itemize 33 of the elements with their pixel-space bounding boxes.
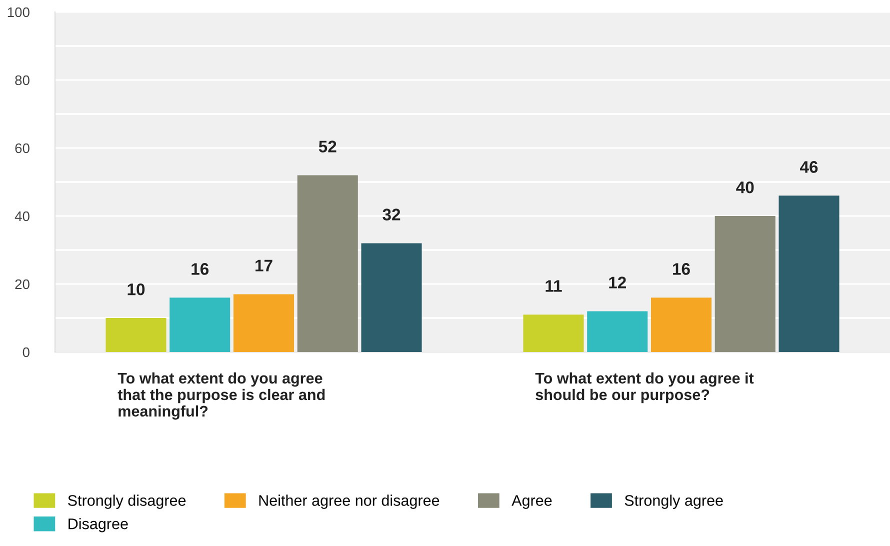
data-label: 40 (736, 181, 754, 194)
y-tick-label: 100 (8, 7, 30, 18)
bar (778, 196, 840, 352)
legend-label: Neither agree nor disagree (259, 494, 440, 509)
data-label: 46 (800, 161, 818, 173)
data-label: 32 (382, 208, 400, 220)
bar (170, 298, 230, 352)
data-label: 52 (318, 140, 336, 152)
legend-label: Agree (512, 495, 552, 509)
bar (233, 294, 294, 352)
data-label: 12 (609, 276, 626, 288)
bar (523, 314, 584, 352)
y-tick-label: 80 (15, 75, 30, 86)
data-label: 10 (128, 283, 145, 296)
y-tick-label: 0 (22, 347, 30, 358)
bar (361, 243, 422, 352)
y-tick-label: 40 (14, 211, 30, 222)
bar (714, 216, 776, 352)
data-label: 11 (546, 280, 562, 292)
x-tick-label: To what extent do you agree that the purpose is clear and meaningful? (118, 372, 325, 420)
legend-label: Strongly disagree (68, 494, 186, 509)
data-label: 16 (673, 263, 690, 275)
bar (297, 175, 358, 352)
bar (106, 318, 166, 352)
data-label: 17 (256, 260, 272, 272)
legend-label: Disagree (68, 518, 128, 532)
x-tick-label: To what extent do you agree it should be our purpose? (535, 372, 754, 404)
bar (650, 298, 712, 352)
bar (587, 311, 648, 352)
y-tick-label: 20 (15, 279, 30, 290)
legend-label: Strongly agree (624, 494, 723, 509)
data-label: 16 (192, 263, 209, 275)
y-tick-label: 60 (15, 143, 30, 154)
